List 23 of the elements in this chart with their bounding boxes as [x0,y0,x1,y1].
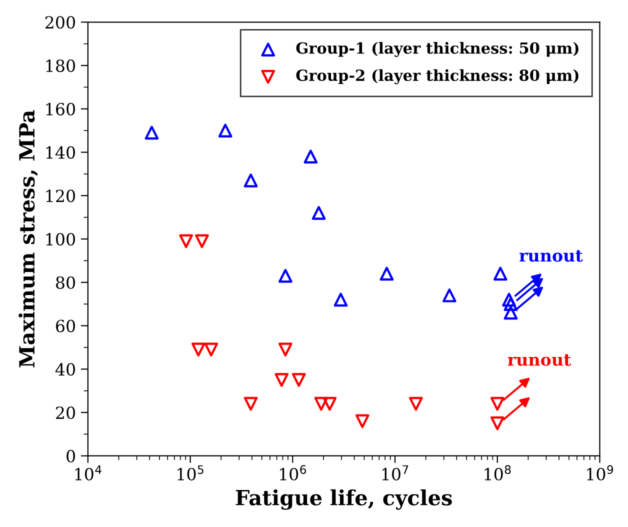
y-axis-title: Maximum stress, MPa [18,110,38,368]
x-tick-label: 10$^{7}$ [382,465,408,480]
y-tick-label: 140 [46,146,76,159]
x-axis-title: Fatigue life, cycles [236,489,452,510]
y-tick-label: 180 [46,59,76,72]
x-tick-label: 10$^{4}$ [75,465,102,480]
x-tick-label: 10$^{8}$ [484,465,511,480]
x-tick-label: 10$^{6}$ [280,465,306,480]
y-tick-label: 160 [46,102,76,116]
annotation: runout [519,250,583,262]
y-tick-label: 200 [45,16,76,29]
y-tick-label: 100 [46,232,76,246]
annotation: runout [508,354,572,366]
y-tick-label: 60 [56,320,76,332]
x-tick-label: 10$^{9}$ [587,465,614,480]
y-tick-label: 0 [66,450,76,462]
y-tick-label: 40 [55,363,76,376]
legend-label: Group-2 (layer thickness: 80 μm) [296,69,578,84]
x-tick-label: 10$^{5}$ [178,465,204,480]
y-tick-label: 80 [56,276,76,289]
y-tick-label: 20 [56,406,76,420]
legend-label: Group-1 (layer thickness: 50 μm) [296,42,578,57]
y-tick-label: 120 [46,190,76,202]
